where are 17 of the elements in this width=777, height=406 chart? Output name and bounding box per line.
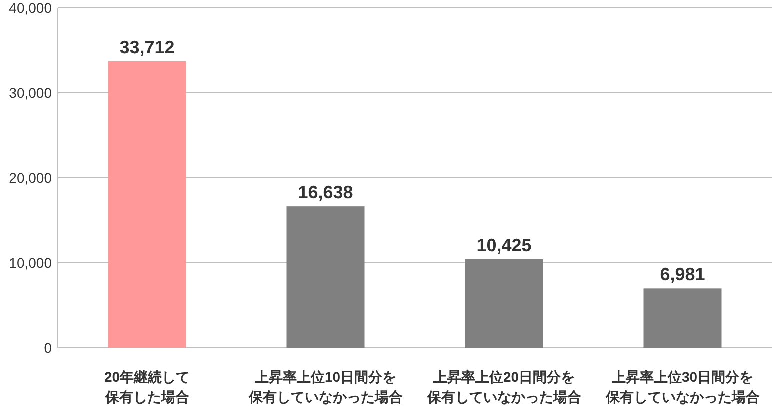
x-tick-label: 上昇率上位30日間分を保有していなかった場合 <box>604 369 760 405</box>
data-label: 33,712 <box>120 37 175 58</box>
data-label: 16,638 <box>298 182 354 203</box>
y-tick-label: 10,000 <box>9 255 52 271</box>
bar <box>286 206 365 348</box>
y-tick-label: 0 <box>44 340 52 356</box>
x-tick-label: 20年継続して保有した場合 <box>104 369 190 405</box>
bar <box>465 259 544 348</box>
x-tick-label: 上昇率上位10日間分を保有していなかった場合 <box>248 369 403 405</box>
y-tick-label: 30,000 <box>9 85 52 101</box>
x-tick-label: 上昇率上位20日間分を保有していなかった場合 <box>426 369 582 405</box>
bar <box>108 61 186 348</box>
y-tick-label: 40,000 <box>9 0 52 16</box>
y-tick-label: 20,000 <box>9 170 52 186</box>
bar <box>644 288 722 348</box>
data-label: 6,981 <box>660 264 706 285</box>
data-label: 10,425 <box>476 235 532 256</box>
